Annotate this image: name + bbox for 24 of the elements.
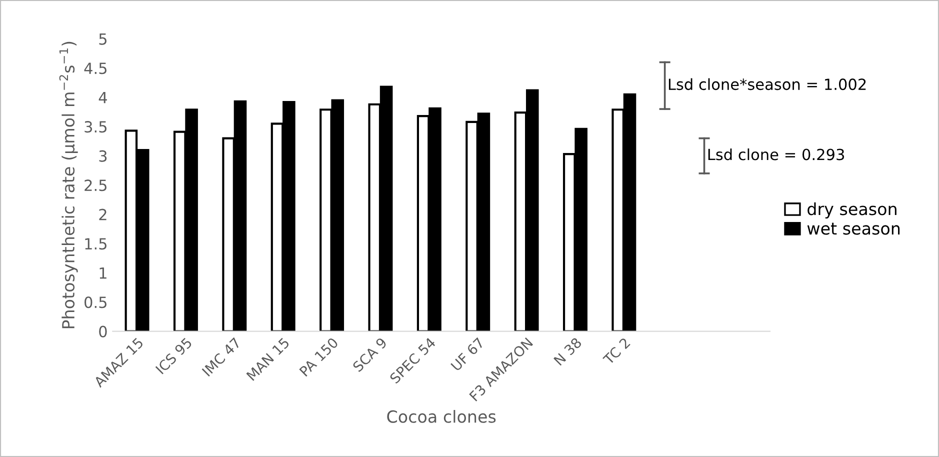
y-tick-label: 2 <box>99 208 106 220</box>
y-tick-label: 3.5 <box>84 121 106 133</box>
x-tick-label: ICS 95 <box>155 337 192 374</box>
legend-label: wet season <box>807 222 900 235</box>
x-tick-label: UF 67 <box>450 337 485 372</box>
y-tick-label: 4 <box>98 92 107 104</box>
y-tick-label: 0 <box>99 326 107 338</box>
y-tick-label: 0.5 <box>84 296 106 308</box>
x-tick-label: TC 2 <box>602 337 631 366</box>
x-axis-title: Cocoa clones <box>387 410 496 423</box>
y-tick-label: 4.5 <box>84 62 106 74</box>
y-tick-label: 2.5 <box>84 180 106 192</box>
y-axis-title: Photosynthetic rate (µmol m$^{−2}$s$^{−1}$) <box>59 42 78 328</box>
x-tick-label: IMC 47 <box>202 337 242 377</box>
legend-label: dry season <box>808 202 896 219</box>
text: Lsd clone = 0.293 <box>708 148 844 160</box>
text: Lsd clone*season = 1.002 <box>668 78 866 90</box>
y-tick-label: 5 <box>99 34 106 45</box>
x-tick-label: SCA 9 <box>352 337 388 372</box>
y-tick-label: 3 <box>99 150 107 162</box>
x-tick-label: N 38 <box>553 337 582 366</box>
y-tick-label: 1.5 <box>85 238 106 250</box>
x-tick-label: PA 150 <box>299 337 339 377</box>
y-tick-label: 1 <box>100 267 106 279</box>
